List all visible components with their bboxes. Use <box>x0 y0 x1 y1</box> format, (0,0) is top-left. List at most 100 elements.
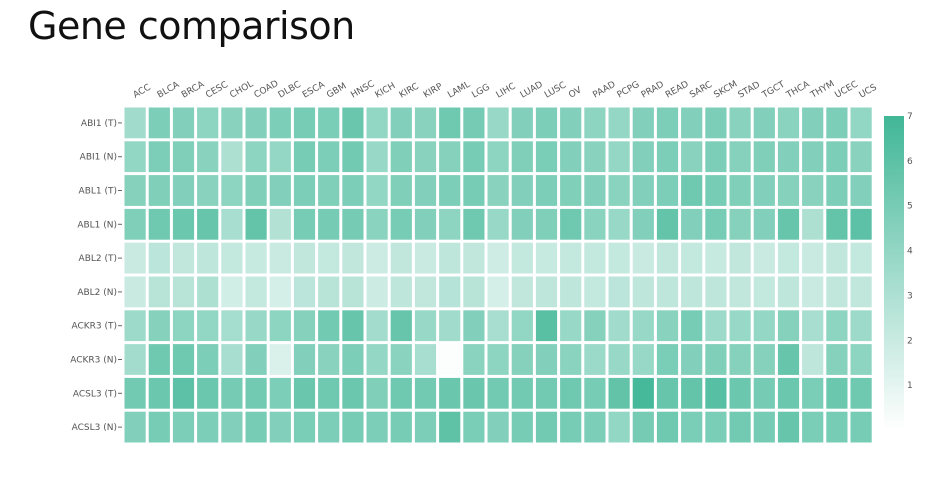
heatmap-cell <box>148 141 170 173</box>
y-axis-labels: ABI1 (T) ABI1 (N) ABL1 (T) ABL1 (N) ABL2 (T)… <box>70 119 122 433</box>
heatmap-cell <box>124 175 146 206</box>
heatmap-cell <box>221 242 243 274</box>
heatmap-cell <box>560 208 582 240</box>
heatmap-cell <box>487 175 509 206</box>
heatmap-cell <box>172 208 195 240</box>
heatmap-cell <box>414 411 437 443</box>
heatmap-cell <box>632 175 654 206</box>
heatmap-cell <box>439 141 461 173</box>
heatmap-cell <box>414 276 437 308</box>
x-tick-label: LIHC <box>495 82 518 101</box>
heatmap-cell <box>148 377 170 409</box>
colorbar-tick-label: 4 <box>907 247 913 257</box>
heatmap-cell <box>584 175 606 206</box>
heatmap-cell <box>414 242 437 274</box>
heatmap-cell <box>197 310 219 342</box>
x-tick-label: CHOL <box>228 79 255 100</box>
heatmap-cell <box>705 276 727 308</box>
heatmap-cell <box>269 141 291 173</box>
heatmap-cell <box>850 141 872 173</box>
heatmap-cell <box>221 344 243 375</box>
heatmap-cell <box>293 377 316 409</box>
y-tick-label: ACSL3 (N) <box>72 423 117 433</box>
heatmap-cell <box>656 141 679 173</box>
y-tick-label: ABL1 (T) <box>79 187 117 197</box>
x-tick-label: STAD <box>737 80 762 100</box>
heatmap-cell <box>487 208 509 240</box>
heatmap-cell <box>681 344 703 375</box>
heatmap-cell <box>802 411 824 443</box>
heatmap-cell <box>826 242 848 274</box>
colorbar: 1 2 3 4 5 6 7 <box>884 112 913 430</box>
heatmap-cell <box>318 276 340 308</box>
heatmap-cell <box>487 344 509 375</box>
heatmap-cell <box>463 344 485 375</box>
heatmap-cell <box>414 377 437 409</box>
x-tick-label: LGG <box>470 82 491 100</box>
heatmap-cell <box>124 344 146 375</box>
heatmap-cell <box>777 208 800 240</box>
heatmap-cell <box>850 377 872 409</box>
heatmap-cell <box>729 141 751 173</box>
heatmap-cell <box>366 141 388 173</box>
heatmap-cell <box>414 208 437 240</box>
heatmap-cell <box>366 411 388 443</box>
heatmap-cell <box>439 377 461 409</box>
heatmap-cell <box>826 175 848 206</box>
heatmap-cell <box>245 107 267 139</box>
heatmap-cell <box>802 141 824 173</box>
heatmap-cell <box>172 310 195 342</box>
x-tick-label: SKCM <box>712 79 739 100</box>
heatmap-cell <box>172 242 195 274</box>
heatmap-cell <box>318 411 340 443</box>
heatmap-cell <box>318 208 340 240</box>
heatmap-cell <box>221 175 243 206</box>
heatmap-cell <box>293 242 316 274</box>
heatmap-cell <box>681 310 703 342</box>
heatmap-cell <box>124 107 146 139</box>
heatmap-cells <box>124 107 872 443</box>
heatmap-cell <box>269 208 291 240</box>
heatmap-cell <box>197 242 219 274</box>
x-tick-label: PRAD <box>640 80 666 101</box>
heatmap-cell <box>487 276 509 308</box>
heatmap-cell <box>729 310 751 342</box>
heatmap-cell <box>390 377 412 409</box>
heatmap-cell <box>705 344 727 375</box>
heatmap-cell <box>463 141 485 173</box>
page-title: Gene comparison <box>28 4 355 48</box>
heatmap-cell <box>584 276 606 308</box>
heatmap-cell <box>632 107 654 139</box>
heatmap-cell <box>124 310 146 342</box>
heatmap-cell <box>608 175 630 206</box>
heatmap-cell <box>148 276 170 308</box>
heatmap-cell <box>463 276 485 308</box>
heatmap-cell <box>802 310 824 342</box>
heatmap-cell <box>681 141 703 173</box>
heatmap-cell <box>705 242 727 274</box>
heatmap-cell <box>148 310 170 342</box>
heatmap-cell <box>753 377 775 409</box>
heatmap-cell <box>826 141 848 173</box>
heatmap-cell <box>656 411 679 443</box>
heatmap-cell <box>148 107 170 139</box>
heatmap-cell <box>487 107 509 139</box>
heatmap-cell <box>608 310 630 342</box>
heatmap-cell <box>124 242 146 274</box>
heatmap-cell <box>656 276 679 308</box>
heatmap-cell <box>463 175 485 206</box>
heatmap-cell <box>705 310 727 342</box>
heatmap-cell <box>463 411 485 443</box>
heatmap-cell <box>221 107 243 139</box>
x-tick-label: ACC <box>132 83 153 101</box>
heatmap-cell <box>753 107 775 139</box>
heatmap-cell <box>245 175 267 206</box>
heatmap-cell <box>560 377 582 409</box>
heatmap-cell <box>293 411 316 443</box>
x-tick-label: THYM <box>808 79 836 101</box>
heatmap-cell <box>439 276 461 308</box>
x-tick-label: LAML <box>446 80 472 101</box>
heatmap-cell <box>656 242 679 274</box>
heatmap-cell <box>777 310 800 342</box>
